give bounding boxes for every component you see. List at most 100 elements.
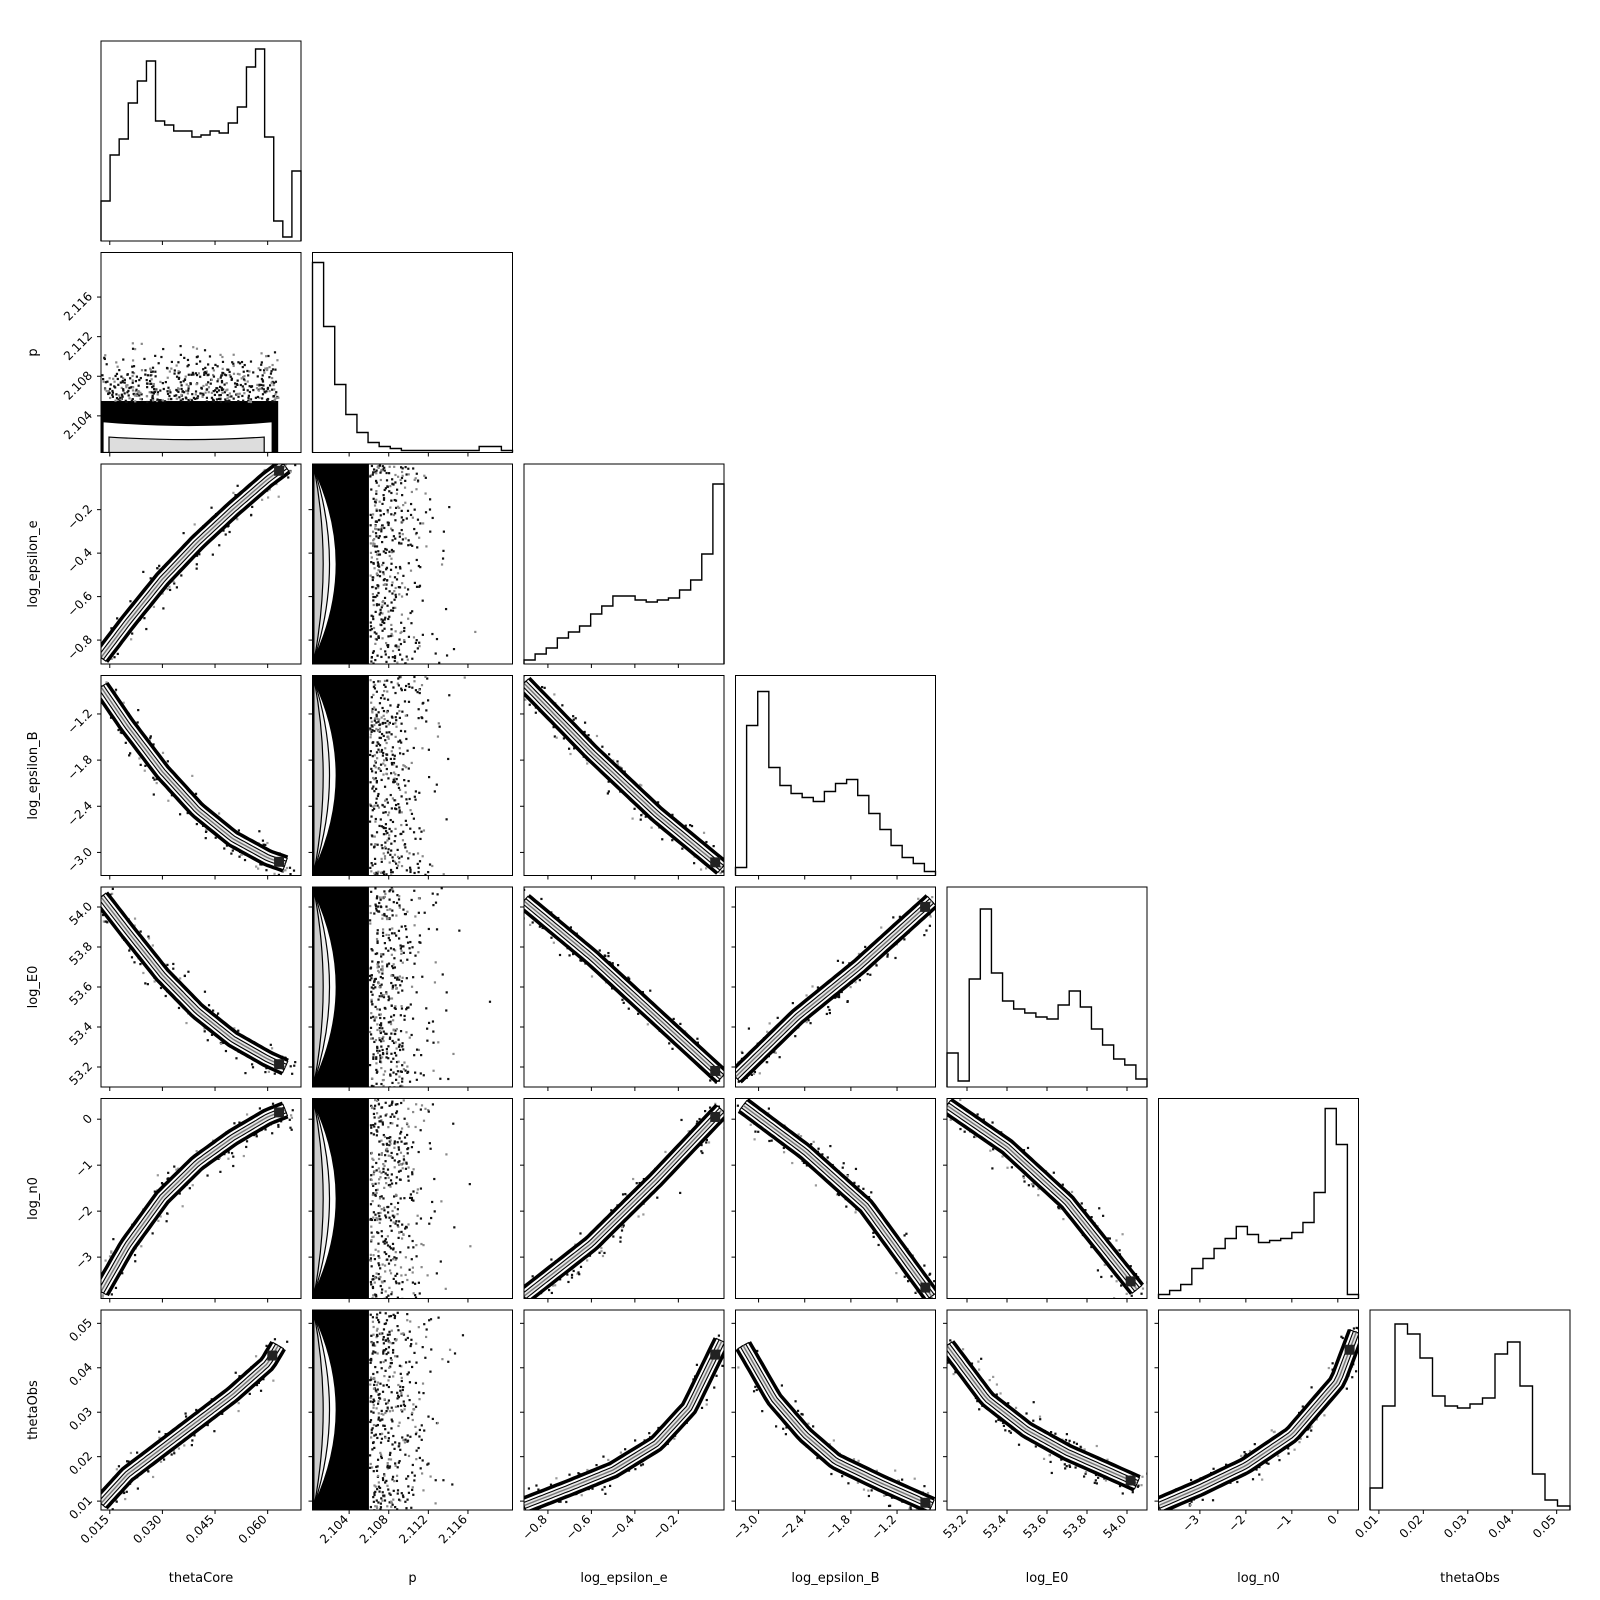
- ridge-line: [524, 1109, 723, 1297]
- scatter-point: [285, 866, 289, 870]
- scatter-point: [179, 353, 182, 356]
- scatter-point: [379, 623, 382, 626]
- scatter-point: [370, 1033, 373, 1036]
- scatter-point: [383, 469, 386, 472]
- scatter-point: [375, 721, 378, 724]
- scatter-point: [394, 473, 397, 477]
- scatter-point: [384, 650, 387, 653]
- scatter-point: [152, 743, 155, 746]
- scatter-point: [373, 807, 376, 810]
- scatter-point: [375, 1272, 378, 1275]
- scatter-point: [398, 788, 402, 792]
- scatter-point: [389, 1136, 392, 1139]
- scatter-point: [409, 502, 413, 506]
- scatter-point: [391, 1101, 394, 1104]
- scatter-point: [1098, 1207, 1101, 1210]
- scatter-point: [138, 394, 141, 397]
- scatter-point: [397, 1146, 400, 1149]
- scatter-point: [726, 1065, 728, 1067]
- scatter-point: [398, 586, 402, 589]
- scatter-point: [378, 767, 381, 771]
- scatter-point: [399, 1085, 402, 1087]
- scatter-point: [109, 396, 112, 400]
- scatter-point: [390, 527, 393, 530]
- scatter-point: [619, 1236, 622, 1239]
- scatter-point: [821, 1153, 824, 1156]
- scatter-point: [186, 358, 190, 362]
- scatter-point: [407, 779, 410, 783]
- scatter-point: [175, 586, 178, 589]
- scatter-point: [125, 386, 128, 389]
- scatter-point: [210, 1033, 214, 1036]
- scatter-point: [402, 574, 405, 577]
- scatter-point: [915, 1290, 918, 1293]
- scatter-point: [380, 778, 383, 782]
- panel-log_n0-vs-log_E0: [947, 1098, 1147, 1299]
- scatter-point: [400, 470, 404, 474]
- scatter-point: [379, 769, 382, 772]
- scatter-point: [250, 1063, 254, 1066]
- scatter-point: [389, 757, 392, 761]
- scatter-point: [121, 379, 124, 383]
- panel-log_E0-vs-log_epsilon_e: [524, 888, 728, 1084]
- scatter-point: [398, 906, 401, 909]
- scatter-point: [378, 736, 381, 739]
- scatter-point: [401, 1167, 404, 1170]
- scatter-point: [387, 1205, 390, 1209]
- scatter-point: [173, 372, 176, 375]
- scatter-point: [173, 1165, 176, 1168]
- scatter-point: [264, 1128, 267, 1131]
- scatter-point: [399, 1014, 402, 1017]
- scatter-point: [228, 399, 231, 402]
- scatter-point: [96, 895, 98, 897]
- scatter-point: [382, 494, 385, 497]
- scatter-point: [207, 363, 210, 366]
- scatter-point: [578, 1273, 581, 1276]
- scatter-point: [187, 400, 190, 403]
- scatter-point: [378, 1049, 381, 1052]
- scatter-point: [376, 929, 379, 932]
- contour-level-1: [101, 894, 288, 1071]
- scatter-point: [811, 985, 814, 988]
- scatter-point: [167, 1171, 170, 1174]
- scatter-point: [406, 588, 410, 591]
- scatter-point: [414, 1282, 417, 1285]
- scatter-point: [114, 690, 117, 693]
- scatter-point: [405, 802, 409, 805]
- scatter-point: [392, 974, 395, 977]
- scatter-point: [401, 1281, 404, 1284]
- scatter-point: [294, 1061, 297, 1064]
- scatter-point: [607, 955, 610, 958]
- scatter-point: [385, 548, 388, 551]
- scatter-point: [416, 1191, 419, 1195]
- scatter-point: [376, 963, 380, 966]
- scatter-point: [384, 1177, 387, 1180]
- scatter-point: [397, 677, 400, 680]
- scatter-point: [111, 391, 115, 394]
- scatter-point: [390, 628, 393, 631]
- scatter-point: [384, 830, 388, 833]
- scatter-point: [170, 360, 174, 364]
- scatter-point: [291, 1109, 294, 1112]
- scatter-point: [159, 1215, 162, 1218]
- scatter-point: [372, 1112, 376, 1116]
- scatter-point: [371, 1235, 374, 1239]
- scatter-point: [396, 1117, 400, 1121]
- scatter-point: [381, 1037, 384, 1040]
- scatter-point: [394, 862, 398, 865]
- scatter-point: [445, 1009, 448, 1012]
- scatter-point: [96, 688, 98, 690]
- scatter-point: [382, 1084, 385, 1087]
- scatter-point: [376, 558, 379, 561]
- scatter-point: [386, 709, 389, 713]
- scatter-point: [420, 1054, 423, 1057]
- scatter-point: [378, 575, 382, 578]
- scatter-point: [375, 1071, 378, 1074]
- scatter-point: [216, 387, 219, 390]
- scatter-point: [377, 1217, 380, 1221]
- scatter-point: [398, 716, 402, 719]
- scatter-point: [393, 754, 396, 757]
- scatter-point: [181, 390, 184, 393]
- scatter-point: [417, 708, 420, 711]
- scatter-point: [104, 381, 107, 384]
